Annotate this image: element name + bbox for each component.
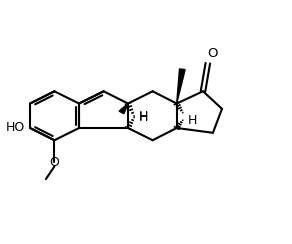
Text: H: H — [139, 111, 148, 124]
Text: O: O — [49, 156, 59, 169]
Text: O: O — [208, 47, 218, 60]
Text: H: H — [139, 110, 148, 123]
Polygon shape — [119, 103, 128, 114]
Text: H: H — [188, 114, 197, 127]
Text: HO: HO — [6, 122, 25, 134]
Polygon shape — [177, 69, 185, 103]
